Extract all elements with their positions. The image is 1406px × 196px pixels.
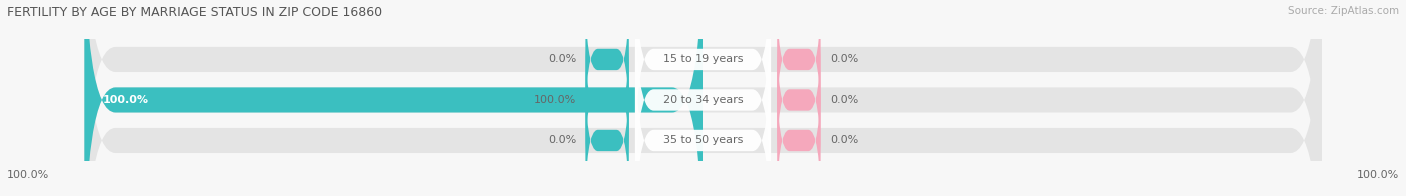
Text: 0.0%: 0.0% <box>830 95 858 105</box>
FancyBboxPatch shape <box>84 0 1322 196</box>
FancyBboxPatch shape <box>585 70 628 196</box>
Text: 100.0%: 100.0% <box>534 95 576 105</box>
Text: FERTILITY BY AGE BY MARRIAGE STATUS IN ZIP CODE 16860: FERTILITY BY AGE BY MARRIAGE STATUS IN Z… <box>7 6 382 19</box>
FancyBboxPatch shape <box>778 70 821 196</box>
Text: 0.0%: 0.0% <box>830 54 858 64</box>
Text: Source: ZipAtlas.com: Source: ZipAtlas.com <box>1288 6 1399 16</box>
FancyBboxPatch shape <box>636 0 770 170</box>
Text: 20 to 34 years: 20 to 34 years <box>662 95 744 105</box>
FancyBboxPatch shape <box>84 0 1322 196</box>
Text: 0.0%: 0.0% <box>830 135 858 145</box>
Text: 100.0%: 100.0% <box>7 170 49 180</box>
FancyBboxPatch shape <box>585 30 628 170</box>
FancyBboxPatch shape <box>778 30 821 170</box>
FancyBboxPatch shape <box>636 0 770 196</box>
Text: 100.0%: 100.0% <box>1357 170 1399 180</box>
Text: 0.0%: 0.0% <box>548 135 576 145</box>
Text: 15 to 19 years: 15 to 19 years <box>662 54 744 64</box>
Text: 35 to 50 years: 35 to 50 years <box>662 135 744 145</box>
FancyBboxPatch shape <box>778 0 821 130</box>
FancyBboxPatch shape <box>585 0 628 130</box>
FancyBboxPatch shape <box>84 0 1322 196</box>
Text: 0.0%: 0.0% <box>548 54 576 64</box>
Text: 100.0%: 100.0% <box>103 95 149 105</box>
FancyBboxPatch shape <box>636 30 770 196</box>
FancyBboxPatch shape <box>84 0 703 196</box>
